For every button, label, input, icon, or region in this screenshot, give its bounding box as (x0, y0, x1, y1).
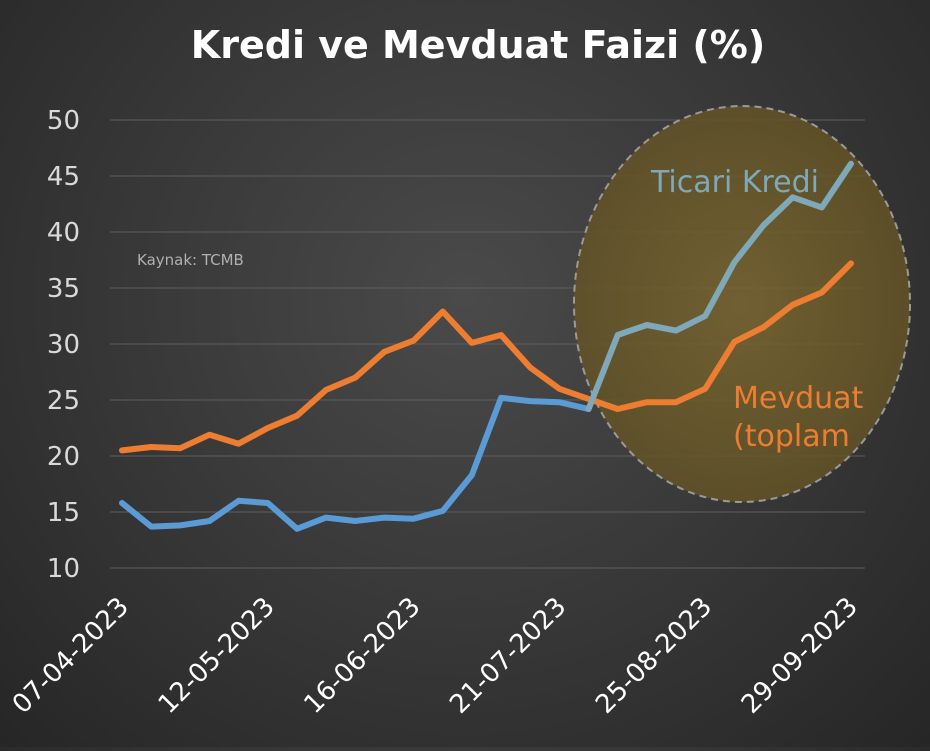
x-tick-label: 29-09-2023 (736, 592, 864, 720)
series-label-ticari-kredi: Ticari Kredi (650, 165, 819, 200)
x-tick-label: 12-05-2023 (153, 592, 281, 720)
series-lines (119, 160, 854, 532)
y-tick-label: 50 (47, 106, 80, 136)
x-tick-label: 07-04-2023 (7, 592, 135, 720)
x-tick-label: 21-07-2023 (444, 592, 572, 720)
y-axis-tick-labels: 10 15 20 25 30 35 40 45 50 (47, 106, 80, 584)
chart-title: Kredi ve Mevduat Faizi (%) (191, 23, 765, 67)
y-tick-label: 30 (47, 330, 80, 360)
y-tick-label: 45 (47, 162, 80, 192)
y-tick-label: 15 (47, 498, 80, 528)
x-tick-label: 16-06-2023 (298, 592, 426, 720)
x-tick-label: 25-08-2023 (590, 592, 718, 720)
y-tick-label: 10 (47, 554, 80, 584)
y-tick-label: 35 (47, 274, 80, 304)
series-label-mevduat: Mevduat (toplam (733, 381, 864, 454)
y-tick-label: 20 (47, 442, 80, 472)
series-label-mevduat-line: (toplam (733, 419, 850, 454)
source-note: Kaynak: TCMB (137, 251, 244, 269)
series-line-ticari-kredi (119, 394, 592, 532)
y-tick-label: 40 (47, 218, 80, 248)
x-axis-tick-labels: 07-04-2023 12-05-2023 16-06-2023 21-07-2023… (7, 592, 864, 720)
series-line-ticari-kredi-highlighted (585, 160, 854, 412)
series-line-mevduat (119, 260, 854, 454)
series-label-mevduat-line: Mevduat (733, 381, 864, 416)
grid-lines (110, 119, 865, 569)
y-tick-label: 25 (47, 386, 80, 416)
